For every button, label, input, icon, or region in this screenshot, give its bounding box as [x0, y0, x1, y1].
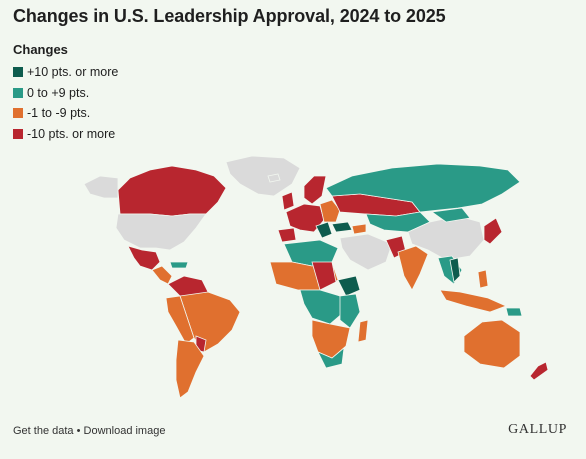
legend-item-plus10: +10 pts. or more — [13, 62, 118, 83]
region-central-africa[interactable] — [299, 289, 345, 325]
legend-label: +10 pts. or more — [27, 65, 119, 80]
footer-separator: • — [73, 425, 84, 437]
get-data-link[interactable]: Get the data — [13, 425, 74, 437]
region-caucasus[interactable] — [351, 223, 367, 235]
region-caribbean[interactable] — [169, 261, 189, 269]
region-new-zealand[interactable] — [529, 361, 549, 381]
legend-item-0-to-9: 0 to +9 pts. — [13, 83, 118, 104]
region-alaska[interactable] — [83, 175, 119, 199]
region-canada[interactable] — [117, 165, 227, 217]
region-papua[interactable] — [505, 307, 523, 317]
region-south-africa[interactable] — [317, 347, 345, 369]
region-australia[interactable] — [463, 319, 521, 369]
legend-swatch — [13, 87, 23, 98]
region-uk-ireland[interactable] — [281, 191, 295, 211]
region-korea-japan[interactable] — [483, 217, 503, 245]
region-southern-africa[interactable] — [311, 319, 351, 359]
legend-item-minus1-to-9: -1 to -9 pts. — [13, 103, 118, 124]
legend-item-minus10: -10 pts. or more — [13, 124, 118, 145]
region-ethiopia[interactable] — [337, 275, 361, 297]
region-philippines[interactable] — [477, 269, 489, 289]
region-scandinavia[interactable] — [303, 175, 327, 205]
region-india[interactable] — [397, 245, 429, 291]
region-vietnam[interactable] — [449, 257, 461, 283]
region-middle-east[interactable] — [339, 233, 393, 271]
region-east-africa[interactable] — [339, 293, 361, 329]
region-sudan-chad[interactable] — [311, 261, 337, 291]
chart-title: Changes in U.S. Leadership Approval, 202… — [13, 6, 446, 26]
region-indonesia[interactable] — [439, 289, 508, 313]
region-peru-bolivia[interactable] — [165, 295, 195, 345]
footer-links: Get the data • Download image — [13, 425, 165, 437]
legend: Changes +10 pts. or more 0 to +9 pts. -1… — [13, 42, 118, 144]
region-mongolia[interactable] — [430, 207, 471, 223]
world-map[interactable] — [0, 150, 586, 410]
legend-label: -1 to -9 pts. — [27, 106, 91, 121]
region-northern-asia[interactable] — [325, 163, 521, 213]
legend-title: Changes — [13, 42, 68, 57]
legend-label: 0 to +9 pts. — [27, 85, 90, 100]
region-greenland[interactable] — [225, 155, 301, 197]
region-balkans[interactable] — [315, 221, 333, 239]
region-usa[interactable] — [115, 213, 207, 251]
legend-swatch — [13, 67, 23, 78]
download-image-link[interactable]: Download image — [83, 425, 166, 437]
region-eastern-europe[interactable] — [319, 199, 341, 223]
region-central-america[interactable] — [151, 265, 173, 285]
region-iberia[interactable] — [277, 227, 297, 243]
region-argentina-chile[interactable] — [175, 339, 205, 399]
legend-label: -10 pts. or more — [27, 126, 116, 141]
region-turkey[interactable] — [331, 221, 353, 233]
region-madagascar[interactable] — [357, 319, 369, 343]
gallup-logo: GALLUP — [508, 422, 567, 437]
region-iceland[interactable] — [267, 173, 281, 183]
region-mexico[interactable] — [127, 245, 161, 271]
legend-swatch — [13, 108, 23, 119]
legend-swatch — [13, 128, 23, 139]
